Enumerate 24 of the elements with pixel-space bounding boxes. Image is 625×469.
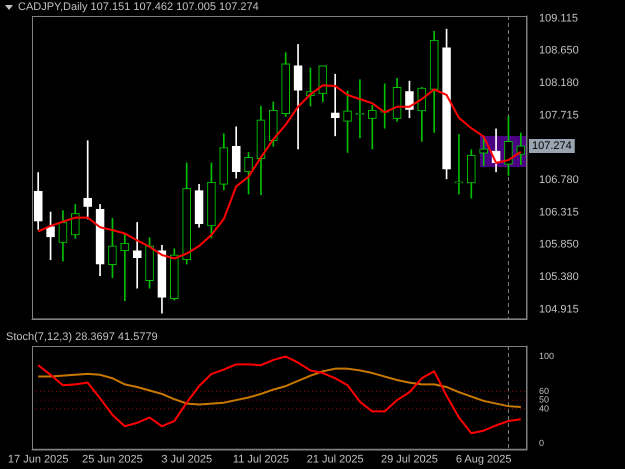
y-tick-label: 40 xyxy=(539,403,550,414)
y-tick-label: 108.180 xyxy=(539,77,579,90)
x-tick-label: 17 Jun 2025 xyxy=(8,453,68,466)
chart-title: Stoch(7,12,3) 28.3697 41.5779 xyxy=(6,331,158,343)
x-tick-label: 29 Jul 2025 xyxy=(380,453,438,466)
chart-title: CADJPY,Daily 107.151 107.462 107.005 107.274 xyxy=(18,1,259,13)
y-tick-label: 60 xyxy=(539,386,550,396)
x-tick-label: 25 Jun 2025 xyxy=(82,453,143,466)
y-tick-label: 105.850 xyxy=(539,238,579,251)
x-tick-label: 3 Jul 2025 xyxy=(161,453,212,466)
y-tick-label: 106.315 xyxy=(539,206,579,218)
x-tick-label: 6 Aug 2025 xyxy=(456,453,512,466)
y-tick-label: 107.715 xyxy=(539,109,579,122)
y-tick-label: 104.915 xyxy=(539,303,579,316)
y-tick-label: 106.780 xyxy=(539,174,579,186)
y-tick-label: 105.380 xyxy=(539,271,579,284)
x-tick-label: 11 Jul 2025 xyxy=(232,453,289,466)
y-tick-label: 50 xyxy=(539,394,550,405)
y-tick-label: 108.650 xyxy=(539,44,579,57)
y-tick-label: 100 xyxy=(539,350,554,361)
y-tick-label: 109.115 xyxy=(539,12,578,24)
text: 107.274 xyxy=(532,140,572,152)
x-tick-label: 21 Jul 2025 xyxy=(306,453,364,466)
y-tick-label: 0 xyxy=(539,438,544,448)
